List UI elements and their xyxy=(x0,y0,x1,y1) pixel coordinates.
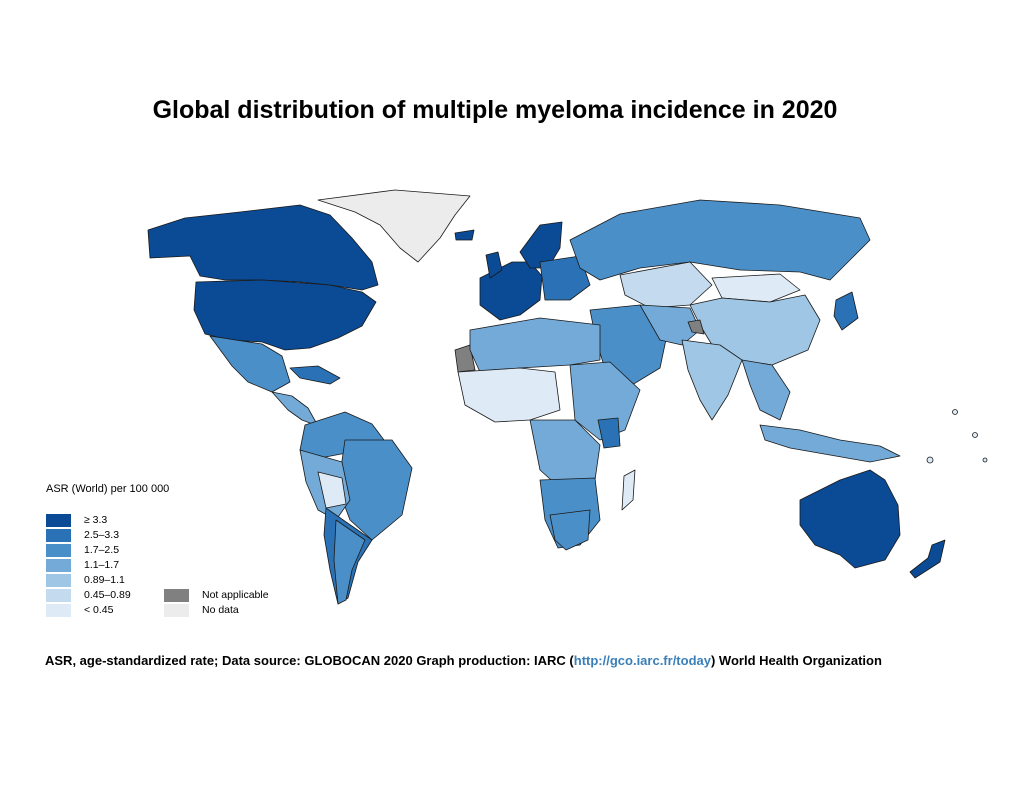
legend-swatch xyxy=(164,604,189,617)
region-south-africa xyxy=(549,509,591,551)
region-kenya xyxy=(597,417,621,449)
region-iran xyxy=(639,304,701,346)
legend-swatch xyxy=(46,559,71,572)
region-not-applicable-sahara xyxy=(454,344,476,373)
region-japan xyxy=(833,291,859,331)
legend-label: 0.89–1.1 xyxy=(84,574,125,586)
map-title: Global distribution of multiple myeloma … xyxy=(152,96,838,124)
legend-swatch xyxy=(46,544,71,557)
legend-swatch xyxy=(164,589,189,602)
region-caribbean xyxy=(289,365,341,385)
region-central-america xyxy=(271,391,319,427)
legend-label: No data xyxy=(202,604,239,616)
legend-swatch xyxy=(46,514,71,527)
region-india xyxy=(681,339,743,421)
legend-title: ASR (World) per 100 000 xyxy=(46,483,170,495)
legend-swatch xyxy=(46,589,71,602)
region-russia xyxy=(569,199,871,281)
legend-label: 1.1–1.7 xyxy=(84,559,120,571)
region-bolivia xyxy=(317,471,347,509)
region-southeast-asia xyxy=(741,359,791,421)
legend-label: 1.7–2.5 xyxy=(84,544,120,556)
region-europe-west xyxy=(479,261,543,321)
region-iceland xyxy=(454,229,475,241)
source-note-prefix: ASR, age-standardized rate; Data source:… xyxy=(45,653,574,668)
region-west-africa xyxy=(457,367,561,423)
source-note: ASR, age-standardized rate; Data source:… xyxy=(45,653,882,668)
region-madagascar xyxy=(621,469,636,511)
legend-swatch xyxy=(46,574,71,587)
source-note-suffix: ) World Health Organization xyxy=(710,653,882,668)
region-indonesia xyxy=(759,424,901,463)
legend-swatch xyxy=(46,604,71,617)
source-link[interactable]: http://gco.iarc.fr/today xyxy=(573,653,711,668)
legend-swatch xyxy=(46,529,71,542)
legend-label: 0.45–0.89 xyxy=(84,589,131,601)
legend-label: Not applicable xyxy=(202,589,269,601)
region-greenland xyxy=(317,189,471,263)
legend-label: ≥ 3.3 xyxy=(84,514,108,526)
region-mongolia xyxy=(711,273,801,303)
region-canada xyxy=(147,204,379,291)
region-uk xyxy=(485,251,503,279)
legend-label: 2.5–3.3 xyxy=(84,529,120,541)
region-argentina xyxy=(333,519,366,605)
region-usa xyxy=(193,279,377,351)
region-australia xyxy=(799,469,901,569)
legend-label: < 0.45 xyxy=(84,604,114,616)
region-new-zealand xyxy=(909,539,946,579)
region-mexico xyxy=(209,335,291,393)
region-scandinavia xyxy=(519,221,563,269)
region-not-applicable-kashmir xyxy=(687,319,705,335)
region-europe-east xyxy=(539,255,591,301)
